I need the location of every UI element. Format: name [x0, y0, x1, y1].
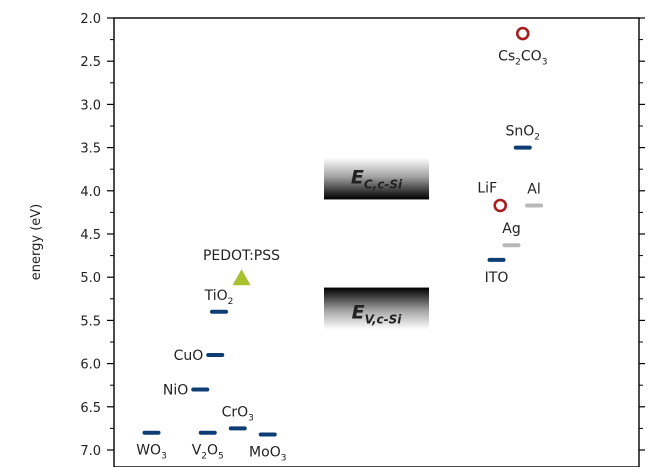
point-label-9-main: Ag: [502, 221, 520, 237]
band-label-1-sub: V,c-Si: [365, 313, 403, 327]
point-label-11: Al: [527, 181, 540, 197]
point-label-5: CuO: [174, 348, 204, 364]
band-0: [324, 157, 429, 200]
point-label-13-main2: CO: [521, 49, 542, 65]
point-label-1-main: V: [192, 443, 202, 459]
point-label-12-sub: 2: [534, 133, 540, 143]
point-label-4: NiO: [163, 383, 188, 399]
point-label-8-main: ITO: [485, 270, 509, 286]
point-label-1-sub2: 5: [218, 452, 224, 462]
point-label-3-sub: 3: [281, 453, 287, 463]
point-label-2-sub: 3: [248, 413, 254, 423]
y-tick-label-9: 6.5: [80, 401, 101, 416]
y-axis-right-ticks: [639, 17, 645, 451]
point-label-13: Cs2CO3: [498, 49, 547, 68]
point-label-12-main: SnO: [505, 124, 534, 140]
band-label-0-sub: C,c-Si: [364, 177, 403, 191]
point-label-4-main: NiO: [163, 383, 188, 399]
point-label-2: CrO3: [222, 404, 254, 423]
point-label-13-main: Cs: [498, 49, 515, 65]
point-7: [232, 269, 251, 286]
point-13: [515, 26, 530, 41]
point-label-0-main: WO: [136, 443, 161, 459]
point-label-6-main: TiO: [204, 288, 228, 304]
point-label-9: Ag: [502, 221, 520, 237]
point-label-7: PEDOT:PSS: [203, 248, 280, 264]
band-label-0-main: E: [351, 166, 364, 188]
point-label-1: V2O5: [192, 443, 224, 462]
plot-frame: [113, 17, 640, 467]
band-label-1-main: E: [352, 302, 365, 324]
point-label-13-sub: 2: [515, 58, 521, 68]
point-label-0: WO3: [136, 443, 167, 462]
point-label-12: SnO2: [505, 124, 540, 143]
y-axis-title: energy (eV): [29, 204, 44, 280]
y-tick-label-3: 3.5: [80, 142, 101, 157]
point-label-2-main: CrO: [222, 404, 249, 420]
point-label-7-main: PEDOT:PSS: [203, 248, 280, 264]
point-label-13-sub2: 3: [542, 58, 548, 68]
point-10: [493, 198, 508, 213]
point-label-11-main: Al: [527, 181, 540, 197]
point-label-0-sub: 3: [161, 452, 167, 462]
data-labels: WO3 V2O5CrO3MoO3NiOCuOTiO2PEDOT:PSSITOAgL…: [136, 49, 547, 464]
band-1: [324, 287, 429, 330]
y-axis: 2.0 2.5 3.0 3.5 4.0 4.5 5.0 5.5 6.0 6.5 7.0: [80, 12, 114, 459]
y-tick-label-7: 5.5: [80, 314, 101, 329]
y-tick-label-8: 6.0: [80, 358, 101, 373]
y-tick-label-1: 2.5: [80, 55, 101, 70]
y-tick-label-0: 2.0: [80, 12, 101, 27]
point-label-3-main: MoO: [249, 444, 281, 460]
point-label-10-main: LiF: [477, 180, 497, 196]
y-tick-label-6: 5.0: [80, 271, 101, 286]
band-label-0: EC,c-Si: [351, 166, 403, 191]
point-label-5-main: CuO: [174, 348, 204, 364]
band-label-1: EV,c-Si: [352, 302, 403, 327]
point-label-6-sub: 2: [228, 297, 234, 307]
y-tick-label-4: 4.0: [80, 185, 101, 200]
point-label-3: MoO3: [249, 444, 286, 463]
point-label-6: TiO2: [204, 288, 234, 307]
point-label-1-sub: 2: [201, 452, 207, 462]
y-tick-label-2: 3.0: [80, 98, 101, 113]
point-label-10: LiF: [477, 180, 497, 196]
point-label-1-main2: O: [207, 443, 218, 459]
y-tick-label-5: 4.5: [80, 228, 101, 243]
data-points: [142, 26, 543, 437]
point-label-8: ITO: [485, 270, 509, 286]
y-tick-label-10: 7.0: [80, 444, 101, 459]
